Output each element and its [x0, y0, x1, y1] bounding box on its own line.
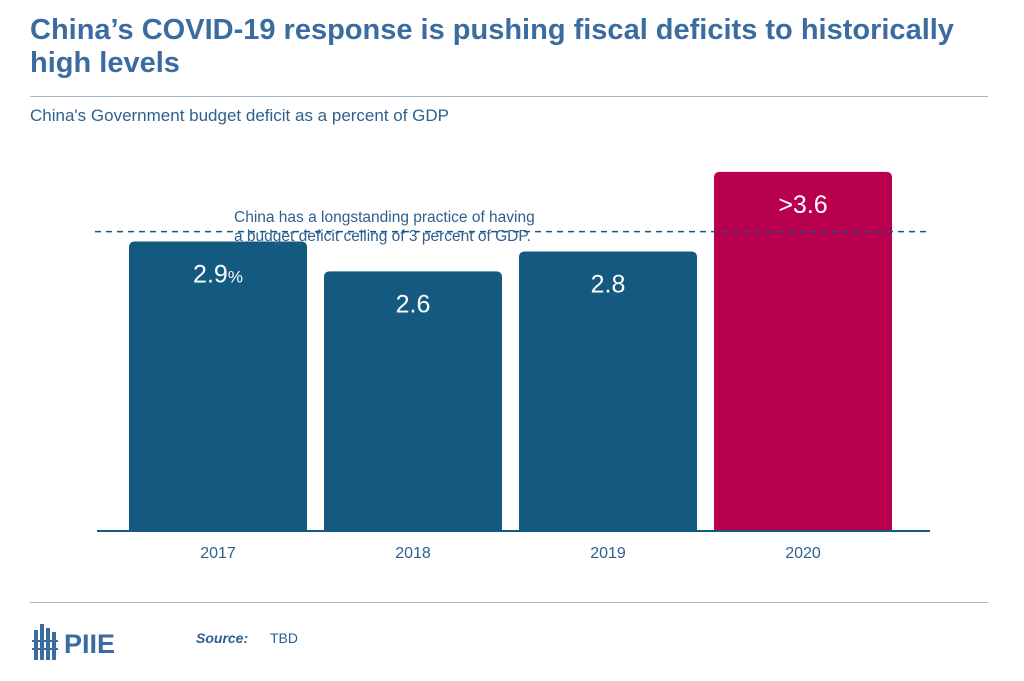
source-text: TBD [270, 630, 298, 646]
bar-2018 [324, 271, 502, 530]
bars-group [129, 171, 892, 531]
x-tick-label-2017: 2017 [200, 545, 236, 562]
bar-2020 [714, 171, 892, 531]
chart-subtitle: China's Government budget deficit as a p… [30, 106, 450, 125]
data-label-2020: >3.6 [778, 191, 827, 219]
bar-2019 [519, 251, 697, 530]
x-tick-label-2020: 2020 [785, 545, 821, 562]
annotation-line-2: a budget deficit ceiling of 3 percent of… [234, 228, 531, 245]
footer-divider [30, 602, 988, 603]
bar-chart: China has a longstanding practice of hav… [95, 171, 930, 562]
x-tick-label-2018: 2018 [395, 545, 431, 562]
source-label: Source: [196, 630, 249, 646]
data-label-unit: % [228, 268, 243, 287]
piie-logo: PIIE [32, 624, 115, 660]
x-tick-label-2019: 2019 [590, 545, 626, 562]
title-divider [30, 96, 988, 97]
data-label-2019: 2.8 [591, 270, 626, 298]
annotation-line-1: China has a longstanding practice of hav… [234, 209, 535, 226]
piie-logo-text: PIIE [64, 629, 115, 659]
data-label-2018: 2.6 [396, 290, 431, 318]
chart-title: China’s COVID-19 response is pushing fis… [30, 14, 954, 79]
bar-2017 [129, 241, 307, 530]
